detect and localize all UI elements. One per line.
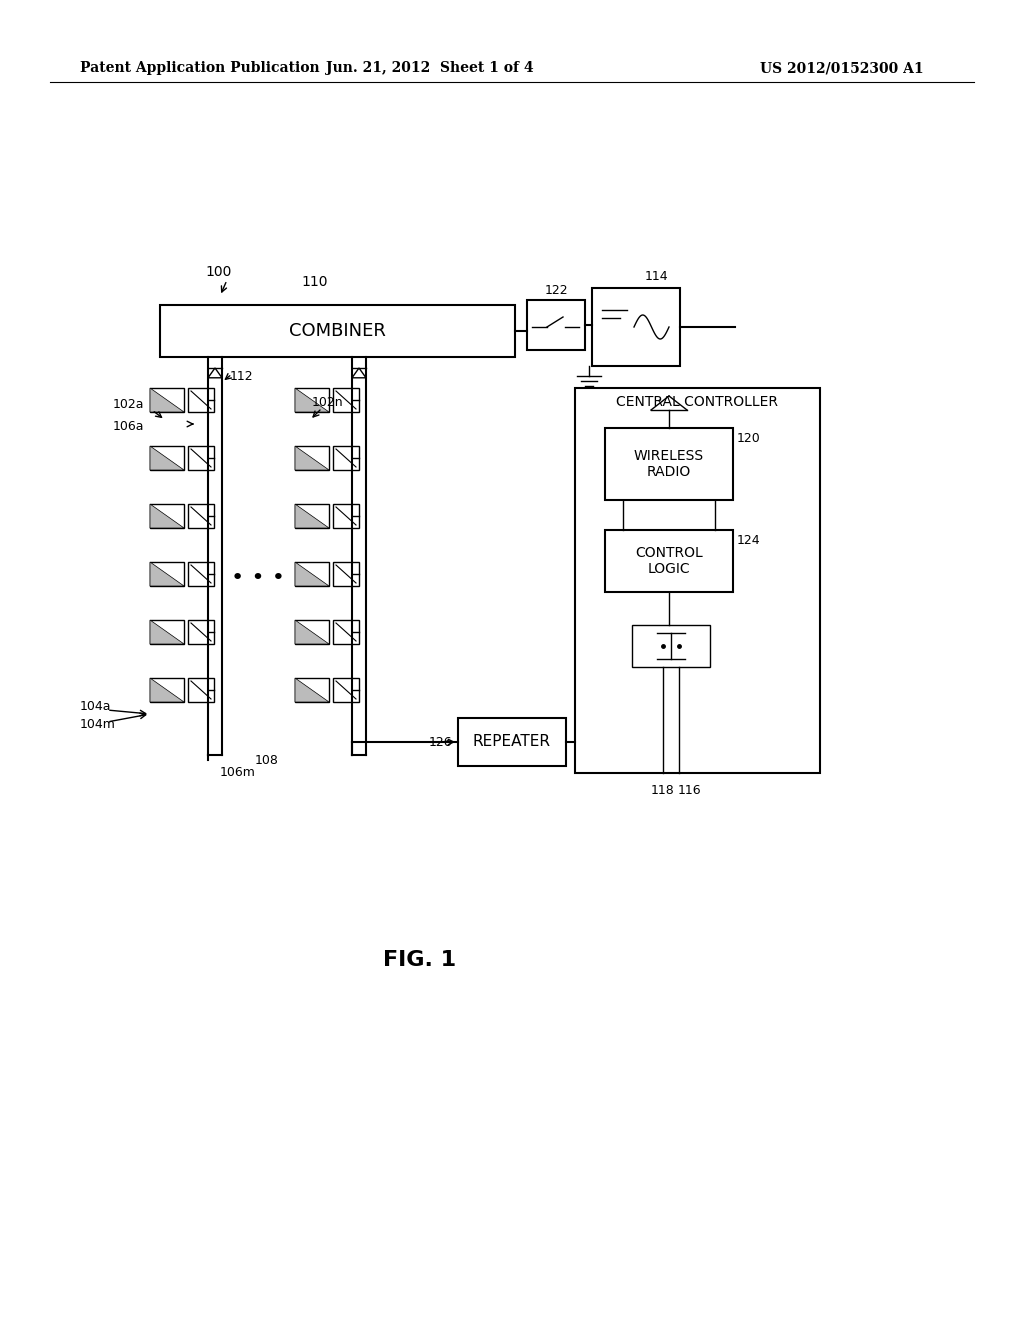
Text: 106m: 106m: [220, 767, 256, 780]
Bar: [295, 388, 329, 412]
Bar: [160, 305, 515, 356]
Bar: [295, 562, 329, 586]
Text: CENTRAL CONTROLLER: CENTRAL CONTROLLER: [616, 395, 778, 409]
Text: US 2012/0152300 A1: US 2012/0152300 A1: [760, 61, 924, 75]
Bar: [150, 620, 184, 644]
Bar: [295, 504, 329, 528]
Text: • • •: • • •: [231, 568, 285, 587]
Bar: [150, 562, 184, 586]
Text: CONTROL
LOGIC: CONTROL LOGIC: [635, 546, 702, 576]
Text: WIRELESS
RADIO: WIRELESS RADIO: [634, 449, 705, 479]
Text: 102n: 102n: [312, 396, 344, 408]
Text: 122: 122: [544, 284, 568, 297]
Bar: [592, 288, 680, 366]
Bar: [295, 446, 329, 470]
Polygon shape: [295, 504, 329, 528]
Bar: [333, 388, 359, 412]
Polygon shape: [150, 678, 184, 702]
Bar: [188, 388, 214, 412]
Polygon shape: [150, 446, 184, 470]
Bar: [605, 428, 733, 500]
Text: 124: 124: [737, 533, 761, 546]
Bar: [150, 388, 184, 412]
Polygon shape: [295, 620, 329, 644]
Bar: [295, 678, 329, 702]
Text: COMBINER: COMBINER: [289, 322, 386, 341]
Text: 114: 114: [644, 269, 668, 282]
Text: 112: 112: [230, 370, 254, 383]
Polygon shape: [150, 562, 184, 586]
Polygon shape: [295, 678, 329, 702]
Bar: [333, 620, 359, 644]
Text: FIG. 1: FIG. 1: [383, 950, 457, 970]
Text: 102a: 102a: [113, 397, 144, 411]
Text: Jun. 21, 2012  Sheet 1 of 4: Jun. 21, 2012 Sheet 1 of 4: [327, 61, 534, 75]
Polygon shape: [295, 562, 329, 586]
Bar: [458, 718, 566, 766]
Text: 104m: 104m: [80, 718, 116, 730]
Bar: [150, 678, 184, 702]
Polygon shape: [150, 388, 184, 412]
Text: REPEATER: REPEATER: [473, 734, 551, 750]
Text: 126: 126: [428, 735, 452, 748]
Bar: [333, 504, 359, 528]
Bar: [333, 446, 359, 470]
Bar: [188, 620, 214, 644]
Polygon shape: [150, 504, 184, 528]
Bar: [575, 388, 820, 774]
Polygon shape: [295, 446, 329, 470]
Polygon shape: [150, 620, 184, 644]
Text: 120: 120: [737, 432, 761, 445]
Text: 118: 118: [651, 784, 675, 797]
Bar: [188, 446, 214, 470]
Bar: [188, 562, 214, 586]
Text: 110: 110: [302, 275, 329, 289]
Text: Patent Application Publication: Patent Application Publication: [80, 61, 319, 75]
Bar: [188, 504, 214, 528]
Bar: [333, 678, 359, 702]
Bar: [632, 624, 710, 667]
Bar: [295, 620, 329, 644]
Text: 100: 100: [205, 265, 231, 279]
Bar: [333, 562, 359, 586]
Bar: [188, 678, 214, 702]
Bar: [150, 504, 184, 528]
Text: 106a: 106a: [113, 420, 144, 433]
Text: 116: 116: [677, 784, 700, 797]
Text: 108: 108: [255, 754, 279, 767]
Bar: [605, 531, 733, 591]
Bar: [150, 446, 184, 470]
Text: 104a: 104a: [80, 701, 112, 714]
Polygon shape: [295, 388, 329, 412]
Bar: [527, 300, 585, 350]
